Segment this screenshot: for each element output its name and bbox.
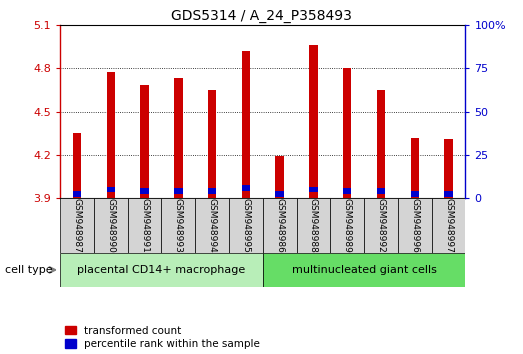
Text: multinucleated giant cells: multinucleated giant cells — [292, 265, 437, 275]
Text: GSM948990: GSM948990 — [106, 198, 115, 253]
Bar — [331, 198, 364, 253]
Bar — [377, 90, 385, 198]
Text: GDS5314 / A_24_P358493: GDS5314 / A_24_P358493 — [171, 9, 352, 23]
Bar — [128, 198, 162, 253]
Bar — [276, 156, 284, 198]
Text: GSM948989: GSM948989 — [343, 198, 352, 253]
Bar — [364, 198, 398, 253]
Text: placental CD14+ macrophage: placental CD14+ macrophage — [77, 265, 246, 275]
Text: GSM948992: GSM948992 — [377, 198, 385, 253]
Text: GSM948993: GSM948993 — [174, 198, 183, 253]
Bar — [411, 191, 419, 197]
Bar — [276, 191, 284, 197]
Bar — [263, 253, 465, 287]
Bar — [242, 51, 250, 198]
Text: GSM948997: GSM948997 — [444, 198, 453, 253]
Bar — [60, 198, 94, 253]
Legend: transformed count, percentile rank within the sample: transformed count, percentile rank withi… — [65, 326, 260, 349]
Bar — [431, 198, 465, 253]
Text: GSM948996: GSM948996 — [411, 198, 419, 253]
Bar — [140, 188, 149, 194]
Bar — [73, 191, 81, 197]
Bar — [94, 198, 128, 253]
Bar — [73, 133, 81, 198]
Bar — [343, 68, 351, 198]
Bar — [263, 198, 297, 253]
Bar — [107, 187, 115, 193]
Bar — [445, 191, 453, 197]
Bar — [242, 185, 250, 191]
Bar — [174, 188, 183, 194]
Text: cell type: cell type — [5, 265, 53, 275]
Text: GSM948994: GSM948994 — [208, 198, 217, 253]
Bar — [140, 85, 149, 198]
Text: GSM948987: GSM948987 — [73, 198, 82, 253]
Text: GSM948988: GSM948988 — [309, 198, 318, 253]
Bar — [60, 253, 263, 287]
Bar — [297, 198, 331, 253]
Bar — [195, 198, 229, 253]
Bar — [309, 187, 317, 193]
Bar — [208, 90, 217, 198]
Text: GSM948995: GSM948995 — [242, 198, 251, 253]
Bar — [229, 198, 263, 253]
Bar — [174, 78, 183, 198]
Bar — [343, 188, 351, 194]
Bar — [377, 188, 385, 194]
Text: GSM948986: GSM948986 — [275, 198, 284, 253]
Bar — [445, 139, 453, 198]
Bar — [309, 45, 317, 198]
Text: GSM948991: GSM948991 — [140, 198, 149, 253]
Bar — [162, 198, 195, 253]
Bar — [411, 137, 419, 198]
Bar — [398, 198, 431, 253]
Bar — [107, 73, 115, 198]
Bar — [208, 188, 217, 194]
